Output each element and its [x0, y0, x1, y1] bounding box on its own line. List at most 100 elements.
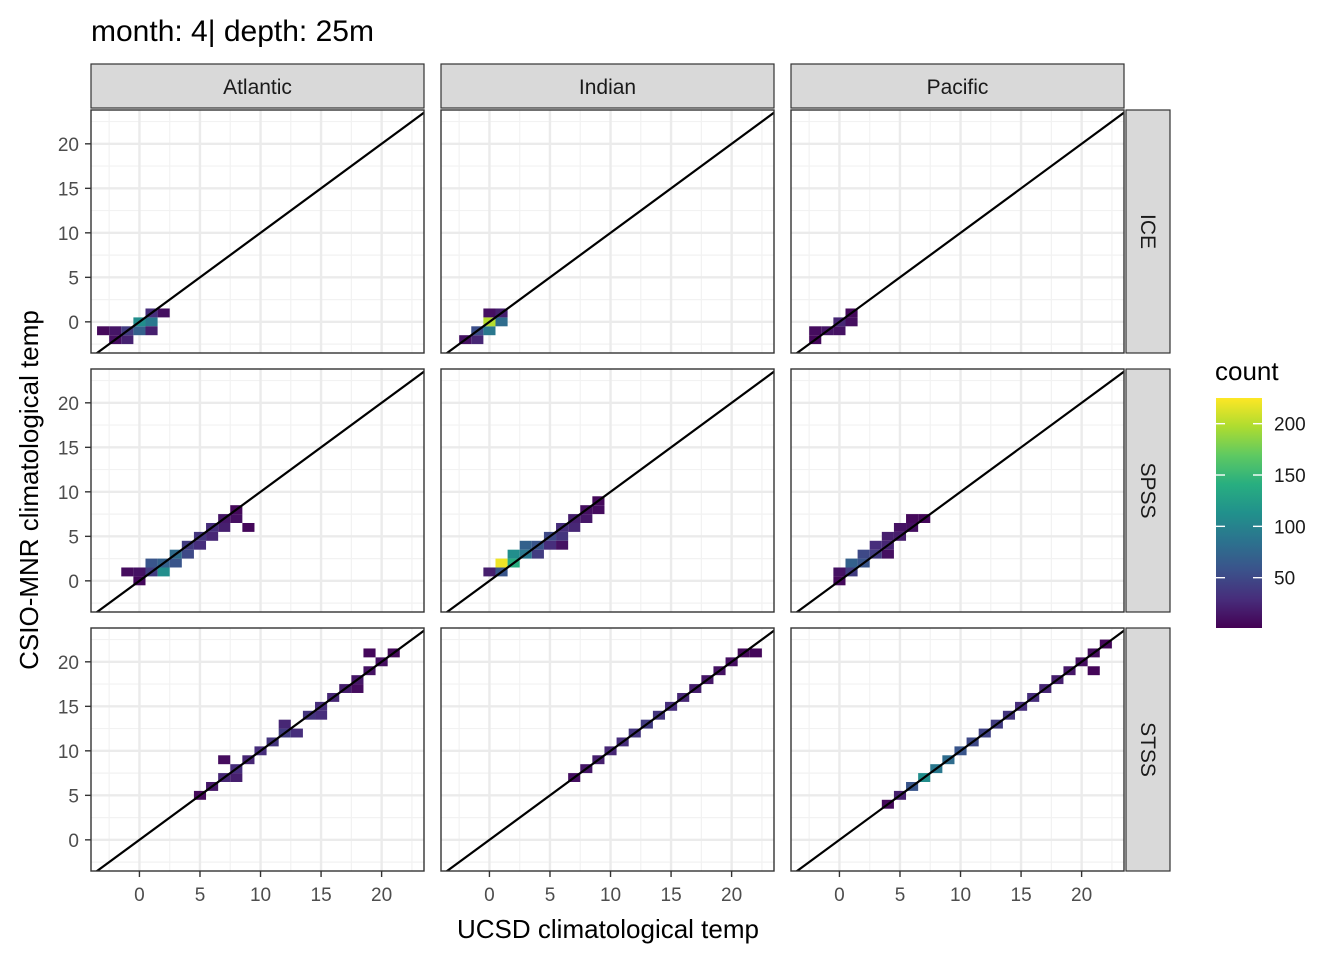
- panel-border: [790, 627, 1125, 872]
- y-tick-label: 5: [68, 527, 79, 548]
- legend-tick-label: 150: [1274, 466, 1306, 487]
- heatmap-cell: [218, 522, 231, 532]
- heatmap-cell: [278, 719, 291, 729]
- facet-panels: Atlantic Indian Pacific ICE SPSS STSS 0 5 10 15 20…: [58, 63, 1171, 906]
- panel-border: [790, 109, 1125, 354]
- panel-atlantic-stss: 0 5 10 15 20 0 5 10 15 20: [58, 627, 425, 906]
- heatmap-cell: [121, 567, 134, 577]
- facet-strip-stss: [1125, 627, 1171, 872]
- heatmap-cell: [869, 540, 882, 550]
- x-tick-label: 20: [371, 885, 392, 906]
- facet-strip-label: Indian: [579, 76, 636, 99]
- y-tick-label: 0: [68, 313, 79, 334]
- heatmap-cell: [568, 522, 581, 532]
- heatmap-cell: [109, 326, 122, 336]
- panel-border: [440, 109, 775, 354]
- y-tick-label: 10: [58, 224, 79, 245]
- legend-colorbar: [1216, 398, 1262, 628]
- identity-line: [445, 629, 774, 871]
- legend-tick-label: 200: [1274, 415, 1306, 436]
- facet-strip-indian: [440, 63, 775, 109]
- heatmap-cell: [121, 335, 134, 345]
- heatmap-cell: [181, 549, 194, 559]
- heatmap-cell: [833, 326, 846, 336]
- heatmap-cell: [97, 326, 110, 336]
- facet-strip-ice: [1125, 109, 1171, 354]
- y-tick-label: 15: [58, 697, 79, 718]
- facet-strip-label: SPSS: [1136, 462, 1159, 518]
- y-tick-label: 15: [58, 179, 79, 200]
- heatmap-cell: [471, 335, 484, 345]
- heatmap-cell: [495, 317, 508, 327]
- y-tick-label: 15: [58, 438, 79, 459]
- identity-line: [795, 629, 1124, 871]
- identity-line: [795, 370, 1124, 612]
- x-tick-label: 20: [1071, 885, 1092, 906]
- heatmap-cell: [483, 567, 496, 577]
- identity-line: [95, 370, 424, 612]
- heatmap-cell: [845, 558, 858, 568]
- y-tick-label: 0: [68, 831, 79, 852]
- y-tick-label: 10: [58, 483, 79, 504]
- x-tick-label: 15: [1011, 885, 1032, 906]
- heatmap-cell: [206, 531, 219, 541]
- x-axis-label: UCSD climatological temp: [457, 914, 759, 944]
- identity-line: [445, 111, 774, 353]
- heatmap-cell: [145, 326, 158, 336]
- y-tick-label: 5: [68, 786, 79, 807]
- panel-pacific-stss: 0 5 10 15 20: [790, 627, 1125, 906]
- panel-background: [91, 110, 424, 353]
- x-tick-label: 5: [195, 885, 206, 906]
- panel-background: [791, 110, 1124, 353]
- heatmap-cell: [145, 558, 158, 568]
- heatmap-cell: [906, 514, 919, 523]
- heatmap-cell: [893, 522, 907, 532]
- facet-strip-label: Pacific: [927, 76, 989, 99]
- heatmap-cell: [157, 567, 170, 577]
- heatmap-cell: [133, 326, 146, 336]
- x-tick-label: 5: [895, 885, 906, 906]
- heatmap-cell: [483, 326, 496, 336]
- heatmap-cell: [230, 773, 243, 782]
- heatmap-cell: [133, 567, 146, 577]
- heatmap-cell: [833, 567, 846, 577]
- heatmap-cell: [592, 505, 605, 515]
- legend-tick-label: 100: [1274, 517, 1306, 538]
- heatmap-cell: [556, 540, 569, 550]
- heatmap-cell: [556, 531, 569, 541]
- heatmap-cell: [363, 648, 376, 658]
- heatmap-cell: [230, 514, 243, 523]
- facet-strip-label: STSS: [1136, 722, 1159, 777]
- panel-border: [90, 368, 425, 613]
- panel-indian-spss: [440, 368, 775, 613]
- identity-line: [795, 111, 1124, 353]
- x-tick-label: 0: [134, 885, 145, 906]
- heatmap-cell: [290, 728, 303, 738]
- y-tick-label: 10: [58, 742, 79, 763]
- heatmap-cell: [169, 558, 182, 568]
- facet-strip-spss: [1125, 368, 1171, 613]
- identity-line: [445, 370, 774, 612]
- panel-indian-stss: 0 5 10 15 20: [440, 627, 775, 906]
- y-tick-label: 20: [58, 135, 79, 156]
- legend-ticks: 50 100 150 200: [1216, 415, 1306, 590]
- heatmap-cell: [483, 308, 496, 318]
- heatmap-cell: [749, 648, 762, 658]
- x-tick-label: 5: [545, 885, 556, 906]
- identity-line: [95, 111, 424, 353]
- legend-tick-label: 50: [1274, 569, 1295, 590]
- y-tick-label: 5: [68, 268, 79, 289]
- facet-strip-atlantic: [90, 63, 425, 109]
- heatmap-cell: [218, 755, 231, 765]
- heatmap-cell: [531, 549, 544, 559]
- panel-border: [440, 627, 775, 872]
- legend-title: count: [1215, 356, 1279, 386]
- x-tick-label: 15: [311, 885, 332, 906]
- panel-atlantic-spss: 0 5 10 15 20: [58, 368, 425, 613]
- y-tick-label: 0: [68, 572, 79, 593]
- chart-title: month: 4| depth: 25m: [91, 15, 374, 48]
- heatmap-cell: [881, 531, 894, 541]
- legend: count 50 100 150 200: [1215, 356, 1306, 628]
- x-tick-label: 10: [950, 885, 971, 906]
